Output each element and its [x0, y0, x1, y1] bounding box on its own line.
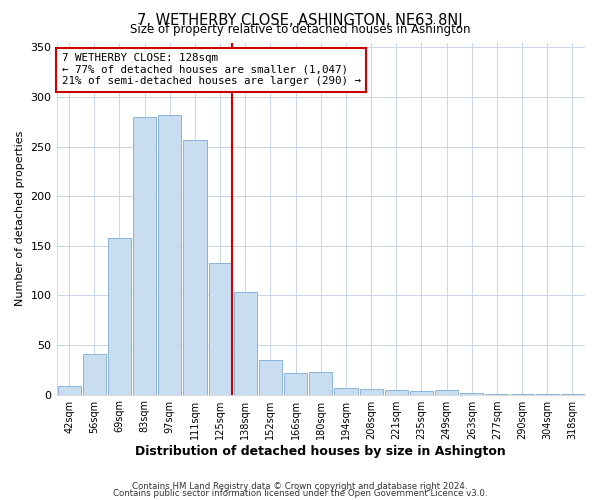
Bar [158, 115, 181, 394]
Text: 7 WETHERBY CLOSE: 128sqm
← 77% of detached houses are smaller (1,047)
21% of sem: 7 WETHERBY CLOSE: 128sqm ← 77% of detach… [62, 53, 361, 86]
Bar [234, 292, 257, 394]
Bar [184, 140, 206, 394]
Bar [385, 390, 408, 394]
Bar [334, 388, 358, 394]
Bar [284, 373, 307, 394]
Bar [83, 354, 106, 395]
Bar [359, 388, 383, 394]
Bar [309, 372, 332, 394]
Bar [259, 360, 282, 394]
Bar [209, 262, 232, 394]
Text: Size of property relative to detached houses in Ashington: Size of property relative to detached ho… [130, 24, 470, 36]
Bar [58, 386, 80, 394]
Bar [410, 390, 433, 394]
X-axis label: Distribution of detached houses by size in Ashington: Distribution of detached houses by size … [136, 444, 506, 458]
Bar [460, 392, 484, 394]
Text: 7, WETHERBY CLOSE, ASHINGTON, NE63 8NJ: 7, WETHERBY CLOSE, ASHINGTON, NE63 8NJ [137, 12, 463, 28]
Text: Contains HM Land Registry data © Crown copyright and database right 2024.: Contains HM Land Registry data © Crown c… [132, 482, 468, 491]
Bar [108, 238, 131, 394]
Y-axis label: Number of detached properties: Number of detached properties [15, 131, 25, 306]
Bar [435, 390, 458, 394]
Bar [133, 117, 156, 394]
Text: Contains public sector information licensed under the Open Government Licence v3: Contains public sector information licen… [113, 489, 487, 498]
